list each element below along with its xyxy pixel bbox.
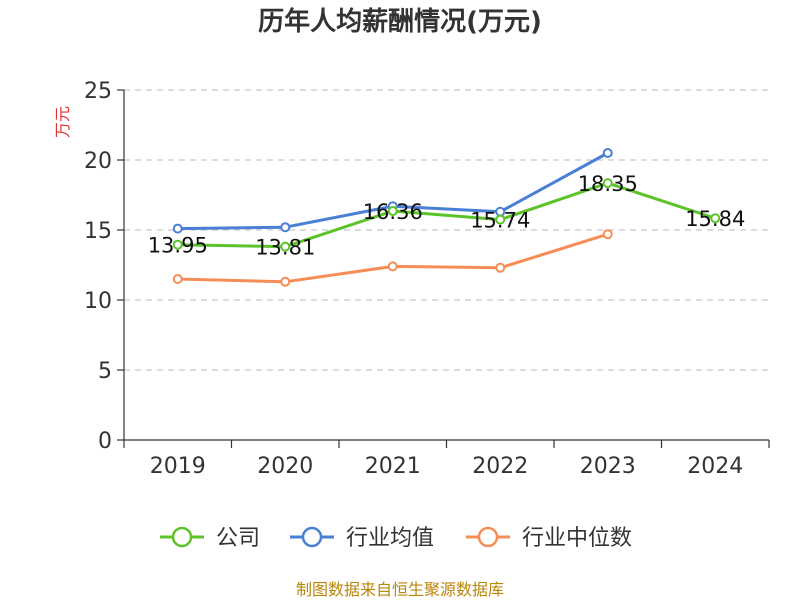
- chart-title: 历年人均薪酬情况(万元): [258, 6, 542, 37]
- x-tick-label: 2022: [472, 454, 528, 479]
- data-labels: 13.95 13.81 16.36 15.74 18.35 15.84: [148, 172, 746, 260]
- y-tick-label: 20: [84, 149, 112, 174]
- data-point: [602, 148, 613, 158]
- data-point: [172, 239, 183, 250]
- legend-item-2[interactable]: 行业中位数: [466, 526, 632, 551]
- data-point: [495, 214, 506, 225]
- axes: 0 5 10 15 20 25 2019 2020 2021 2022 2023 2024: [84, 79, 770, 479]
- data-point: [602, 229, 613, 240]
- data-point: [172, 223, 183, 234]
- data-label: 16.36: [363, 200, 423, 224]
- data-label: 15.74: [470, 209, 530, 233]
- data-point: [280, 276, 291, 287]
- y-tick-label: 15: [84, 219, 112, 244]
- legend[interactable]: 公司 行业均值 行业中位数: [160, 526, 632, 551]
- data-label: 13.95: [148, 234, 208, 258]
- legend-label: 公司: [216, 526, 260, 551]
- y-axis-label: 万元: [53, 106, 72, 138]
- y-tick-label: 10: [84, 289, 112, 314]
- legend-marker: [301, 526, 323, 548]
- legend-marker: [171, 526, 193, 548]
- legend-item-0[interactable]: 公司: [160, 526, 260, 551]
- data-point: [710, 213, 721, 224]
- y-tick-label: 25: [84, 79, 112, 104]
- x-tick-label: 2024: [687, 454, 743, 479]
- y-tick-label: 0: [98, 429, 112, 454]
- x-tick-label: 2020: [257, 454, 313, 479]
- data-point: [387, 205, 398, 216]
- data-point: [280, 241, 291, 252]
- legend-marker: [477, 526, 499, 548]
- data-point: [602, 178, 613, 189]
- series-layer: [172, 148, 721, 287]
- data-label: 15.84: [685, 207, 745, 231]
- x-tick-label: 2023: [580, 454, 636, 479]
- x-tick-label: 2019: [150, 454, 206, 479]
- series-line-2: [177, 232, 609, 284]
- series-line-0: [177, 181, 716, 249]
- x-tick-label: 2021: [365, 454, 421, 479]
- y-tick-label: 5: [98, 359, 112, 384]
- data-label: 13.81: [255, 236, 315, 260]
- data-point: [280, 222, 291, 233]
- data-point: [387, 261, 398, 272]
- source-footer: 制图数据来自恒生聚源数据库: [296, 580, 504, 599]
- data-point: [495, 262, 506, 273]
- legend-item-1[interactable]: 行业均值: [290, 526, 434, 551]
- data-label: 18.35: [578, 172, 638, 196]
- legend-label: 行业均值: [346, 526, 434, 551]
- legend-label: 行业中位数: [522, 526, 632, 551]
- grid-lines: [124, 89, 769, 371]
- data-point: [172, 274, 183, 284]
